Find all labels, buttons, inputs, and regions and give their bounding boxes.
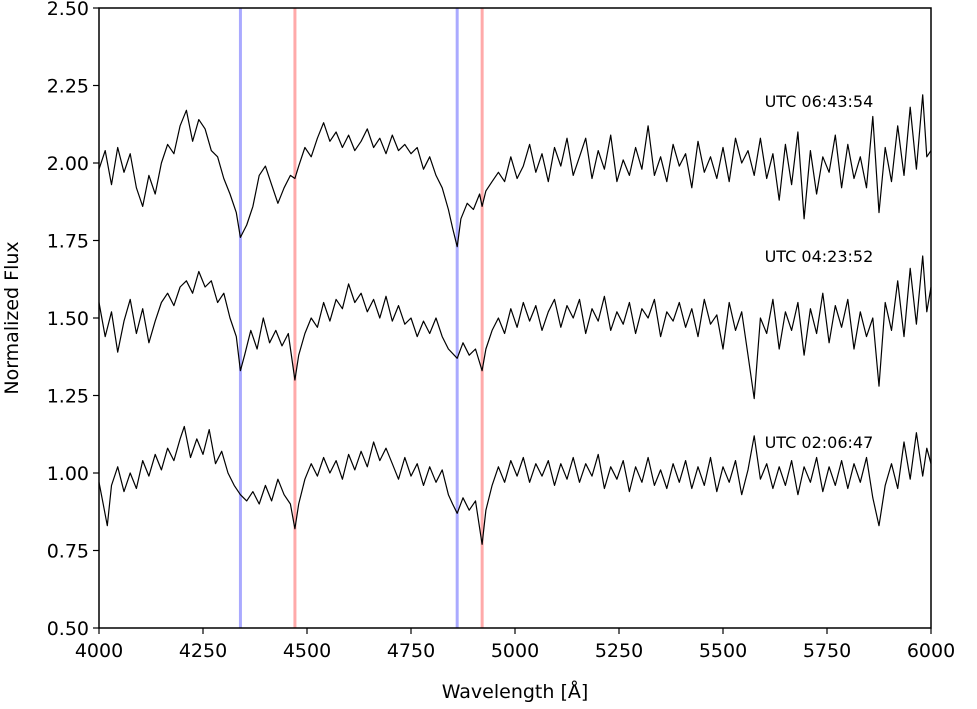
reference-lines (238, 8, 484, 628)
x-tick-label-7: 5750 (803, 640, 851, 662)
x-tick-label-0: 4000 (75, 640, 123, 662)
x-tick-label-3: 4750 (387, 640, 435, 662)
x-axis-label: Wavelength [Å] (442, 680, 589, 703)
y-tick-label-1: 0.75 (47, 541, 89, 563)
y-tick-label-3: 1.25 (47, 386, 89, 408)
y-axis-label: Normalized Flux (1, 241, 23, 394)
x-tick-label-1: 4250 (179, 640, 227, 662)
y-tick-label-0: 0.50 (47, 618, 89, 640)
x-axis-ticks: 4000 4250 4500 4750 5000 5250 5500 5750 6000 (75, 628, 955, 662)
y-tick-label-5: 1.75 (47, 231, 89, 253)
series-label-0: UTC 06:43:54 (765, 92, 874, 111)
y-axis-ticks: 0.50 0.75 1.00 1.25 1.50 1.75 2.00 2.25 2.50 (47, 0, 99, 640)
y-tick-label-2: 1.00 (47, 463, 89, 485)
spectrum-line-2 (98, 425, 932, 545)
series-labels: UTC 06:43:54 UTC 04:23:52 UTC 02:06:47 (765, 92, 874, 452)
x-tick-label-2: 4500 (283, 640, 331, 662)
spectra-series (98, 94, 932, 545)
series-label-1: UTC 04:23:52 (765, 247, 874, 266)
y-tick-label-7: 2.25 (47, 76, 89, 98)
spectrum-line-1 (98, 255, 932, 400)
x-tick-label-4: 5000 (491, 640, 539, 662)
spectrum-line-0 (98, 94, 932, 248)
x-tick-label-8: 6000 (907, 640, 955, 662)
y-tick-label-4: 1.50 (47, 308, 89, 330)
x-tick-label-5: 5250 (595, 640, 643, 662)
y-tick-label-6: 2.00 (47, 153, 89, 175)
y-tick-label-8: 2.50 (47, 0, 89, 20)
x-tick-label-6: 5500 (699, 640, 747, 662)
series-label-2: UTC 02:06:47 (765, 433, 874, 452)
